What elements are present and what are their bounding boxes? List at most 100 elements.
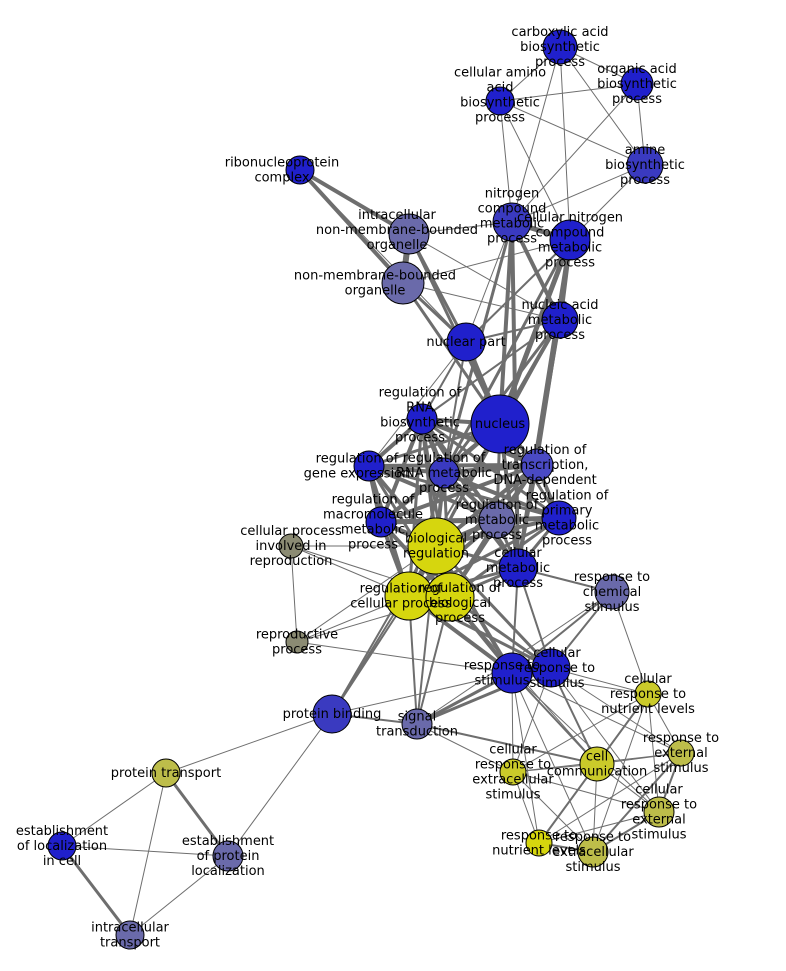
graph-node-label: nucleic acid metabolic process bbox=[521, 298, 598, 343]
graph-edge bbox=[511, 672, 682, 754]
graph-edge bbox=[61, 772, 167, 847]
graph-edge bbox=[592, 752, 682, 853]
graph-edge bbox=[499, 83, 638, 102]
graph-node-label: nuclear part bbox=[426, 335, 505, 350]
graph-edge bbox=[538, 752, 682, 844]
graph-node-reproductive-process[interactable] bbox=[285, 630, 309, 654]
graph-node-label: carboxylic acid biosynthetic process bbox=[511, 25, 608, 70]
graph-node-nitrogen-compound-metabolic-process[interactable] bbox=[492, 202, 532, 242]
graph-edge bbox=[129, 855, 229, 936]
graph-edge bbox=[511, 591, 613, 674]
graph-node-label: response to stimulus bbox=[464, 658, 540, 688]
graph-node-cellular-process-involved-in-reproduction[interactable] bbox=[278, 533, 304, 559]
graph-node-cellular-response-to-extracellular-stimulus[interactable] bbox=[499, 758, 527, 786]
graph-edge bbox=[511, 672, 598, 765]
graph-edge bbox=[550, 667, 682, 754]
graph-node-regulation-of-metabolic-process[interactable] bbox=[478, 501, 516, 539]
graph-node-response-to-extracellular-stimulus[interactable] bbox=[577, 836, 609, 868]
graph-node-regulation-of-macromolecule-metabolic-process[interactable] bbox=[365, 506, 397, 538]
graph-edge bbox=[227, 713, 333, 857]
graph-node-label: reproductive process bbox=[256, 627, 338, 657]
graph-node-biological-regulation[interactable] bbox=[407, 517, 465, 575]
graph-node-establishment-of-localization-in-cell[interactable] bbox=[47, 831, 77, 861]
graph-edge bbox=[298, 168, 405, 285]
graph-edge bbox=[499, 100, 571, 241]
graph-node-response-to-nutrient-levels[interactable] bbox=[525, 829, 553, 857]
graph-edge bbox=[511, 164, 646, 223]
graph-edge bbox=[331, 423, 501, 715]
graph-edge bbox=[367, 464, 452, 599]
graph-node-cellular-nitrogen-compound-metabolic-process[interactable] bbox=[549, 219, 591, 261]
graph-edge bbox=[611, 591, 649, 695]
graph-node-regulation-of-rna-biosynthetic-process[interactable] bbox=[406, 403, 438, 435]
graph-node-protein-binding[interactable] bbox=[312, 694, 352, 734]
graph-node-amine-biosynthetic-process[interactable] bbox=[626, 146, 664, 184]
graph-node-intracellular-non-membrane-bounded-organelle[interactable] bbox=[388, 213, 430, 255]
graph-edge bbox=[550, 667, 660, 813]
graph-node-nuclear-part[interactable] bbox=[446, 322, 486, 362]
graph-node-label: nitrogen compound metabolic process bbox=[478, 186, 547, 246]
graph-node-regulation-of-rna-metabolic-process[interactable] bbox=[428, 457, 460, 489]
graph-edge bbox=[61, 845, 229, 857]
graph-node-label: protein transport bbox=[111, 766, 221, 781]
graph-node-label: ribonucleoprotein complex bbox=[225, 155, 340, 185]
graph-node-nucleic-acid-metabolic-process[interactable] bbox=[541, 301, 579, 339]
graph-node-response-to-external-stimulus[interactable] bbox=[667, 739, 695, 767]
graph-edge bbox=[592, 693, 649, 853]
graph-edge bbox=[536, 319, 561, 466]
graph-node-label: cellular nitrogen compound metabolic proces… bbox=[517, 210, 623, 270]
graph-node-carboxylic-acid-biosynthetic-process[interactable] bbox=[542, 29, 578, 65]
graph-edge bbox=[129, 772, 167, 936]
nodes-layer[interactable] bbox=[47, 29, 695, 950]
graph-node-cellular-response-to-nutrient-levels[interactable] bbox=[634, 680, 662, 708]
graph-node-ribonucleoprotein-complex[interactable] bbox=[285, 155, 315, 185]
graph-node-label: cellular amino acid biosynthetic process bbox=[454, 65, 546, 125]
graph-node-cellular-amino-acid-biosynthetic-process[interactable] bbox=[485, 86, 515, 116]
graph-node-label: regulation of transcription, DNA-dependent bbox=[493, 443, 596, 488]
graph-node-regulation-of-transcription-dna-dependent[interactable] bbox=[520, 448, 554, 482]
graph-edge bbox=[559, 46, 571, 241]
graph-node-signal-transduction[interactable] bbox=[401, 708, 433, 740]
graph-edge bbox=[408, 233, 561, 321]
graph-node-regulation-of-biological-process[interactable] bbox=[425, 572, 475, 622]
graph-edge bbox=[164, 771, 230, 858]
graph-edge bbox=[60, 844, 132, 937]
graph-node-label: response to external stimulus bbox=[643, 731, 719, 776]
graph-edge bbox=[511, 672, 660, 813]
graph-node-regulation-of-gene-expression[interactable] bbox=[353, 450, 385, 482]
graph-edge bbox=[421, 319, 561, 420]
graph-node-label: cellular process involved in reproduction bbox=[240, 524, 342, 569]
graph-edge bbox=[299, 169, 467, 343]
graph-edge bbox=[465, 239, 571, 343]
graph-node-establishment-of-protein-localization[interactable] bbox=[212, 840, 244, 872]
graph-node-label: regulation of cellular process bbox=[350, 581, 452, 611]
graph-node-label: non-membrane-bounded organelle bbox=[294, 268, 456, 298]
graph-node-non-membrane-bounded-organelle[interactable] bbox=[381, 261, 425, 305]
graph-node-intracellular-transport[interactable] bbox=[115, 920, 145, 950]
graph-node-organic-acid-biosynthetic-process[interactable] bbox=[620, 67, 654, 101]
graph-node-label: establishment of localization in cell bbox=[16, 824, 108, 869]
graph-node-nucleus[interactable] bbox=[470, 394, 530, 454]
graph-node-label: cellular metabolic process bbox=[486, 546, 550, 591]
graph-node-label: cell communication bbox=[547, 749, 648, 779]
graph-node-cell-communication[interactable] bbox=[579, 746, 615, 782]
graph-node-regulation-of-primary-metabolic-process[interactable] bbox=[541, 500, 577, 536]
graph-node-cellular-metabolic-process[interactable] bbox=[498, 548, 538, 588]
graph-node-label: regulation of gene expression bbox=[304, 451, 411, 481]
graph-node-label: organic acid biosynthetic process bbox=[597, 62, 677, 107]
graph-node-label: response to nutrient levels bbox=[492, 828, 586, 858]
graph-node-response-to-stimulus[interactable] bbox=[491, 652, 533, 694]
graph-node-label: cellular response to external stimulus bbox=[621, 782, 697, 842]
graph-node-protein-transport[interactable] bbox=[151, 758, 181, 788]
graph-node-cellular-response-to-external-stimulus[interactable] bbox=[643, 796, 675, 828]
graph-node-cellular-response-to-stimulus[interactable] bbox=[531, 648, 571, 688]
graph-edge bbox=[499, 100, 513, 223]
graph-edge bbox=[296, 641, 513, 674]
graph-node-label: nucleus bbox=[475, 417, 525, 432]
graph-node-response-to-chemical-stimulus[interactable] bbox=[594, 574, 630, 610]
graph-node-label: regulation of primary metabolic process bbox=[526, 488, 609, 548]
graph-edge bbox=[165, 713, 333, 774]
graph-edge bbox=[290, 545, 298, 643]
